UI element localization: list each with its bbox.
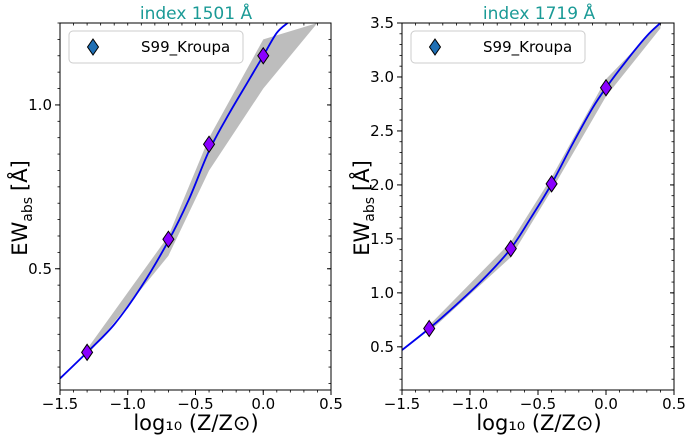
right-plot-area bbox=[402, 23, 662, 351]
right-ytick-label: 1.5 bbox=[370, 230, 394, 248]
right-ytick-label: 2.5 bbox=[370, 122, 394, 140]
right-ytick-label: 3.5 bbox=[370, 14, 394, 32]
right-data-point bbox=[423, 319, 436, 338]
right-ytick-label: 2.0 bbox=[370, 176, 394, 194]
right-xtick-label: −1.5 bbox=[384, 395, 420, 413]
left-plot-area bbox=[60, 23, 318, 380]
right-title: index 1719 Å bbox=[483, 2, 596, 24]
left-legend: S99_Kroupa bbox=[68, 30, 244, 64]
left-legend-box bbox=[68, 30, 244, 64]
right-xtick-label: −1.0 bbox=[452, 395, 488, 413]
right-xtick-label: 0.5 bbox=[662, 395, 686, 413]
right-uncertainty-band bbox=[429, 23, 661, 332]
right-legend-box bbox=[410, 30, 586, 64]
left-title: index 1501 Å bbox=[140, 2, 253, 24]
right-ytick-label: 1.0 bbox=[370, 284, 394, 302]
right-data-point bbox=[504, 239, 517, 258]
right-data-point bbox=[545, 174, 558, 193]
right-xlabel: log₁₀ (Z/Z⊙) bbox=[476, 411, 601, 435]
left-uncertainty-band bbox=[87, 23, 318, 356]
left-ytick-label: 1.0 bbox=[28, 96, 52, 114]
left-xtick-label: 0.5 bbox=[319, 395, 343, 413]
right-ytick-label: 0.5 bbox=[370, 338, 394, 356]
left-legend-marker bbox=[86, 38, 100, 56]
left-xtick-label: −0.5 bbox=[177, 395, 213, 413]
left-panel: index 1501 Å EWabs[Å] log₁₀ (Z/Z⊙) −1.5 −… bbox=[6, 2, 343, 435]
left-data-point bbox=[162, 230, 175, 249]
right-xtick-label: −0.5 bbox=[520, 395, 556, 413]
right-ylabel: EWabs[Å] bbox=[348, 160, 378, 256]
right-panel: index 1719 Å EWabs[Å] log₁₀ (Z/Z⊙) −1.5 −… bbox=[348, 2, 686, 435]
left-xtick-label: −1.5 bbox=[42, 395, 78, 413]
left-ytick-label: 0.5 bbox=[28, 260, 52, 278]
right-legend-label: S99_Kroupa bbox=[483, 38, 572, 57]
right-legend: S99_Kroupa bbox=[410, 30, 586, 64]
right-xtick-label: 0.0 bbox=[594, 395, 618, 413]
left-xtick-label: −1.0 bbox=[110, 395, 146, 413]
left-data-point bbox=[202, 135, 216, 154]
left-data-point bbox=[80, 343, 94, 362]
left-xlabel: log₁₀ (Z/Z⊙) bbox=[133, 411, 258, 435]
right-legend-marker bbox=[428, 38, 442, 56]
left-data-point bbox=[257, 46, 270, 65]
left-xtick-label: 0.0 bbox=[251, 395, 275, 413]
left-ylabel: EWabs[Å] bbox=[6, 160, 36, 256]
right-ytick-label: 3.0 bbox=[370, 68, 394, 86]
right-data-point bbox=[599, 78, 613, 97]
left-legend-label: S99_Kroupa bbox=[141, 38, 230, 57]
